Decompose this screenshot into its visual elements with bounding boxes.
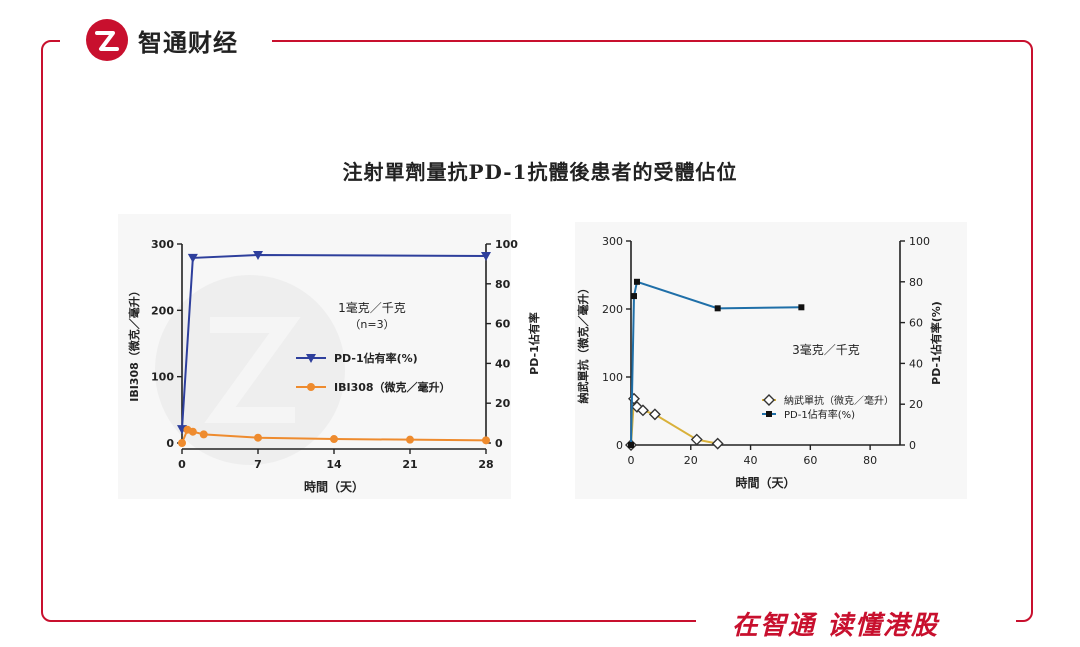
legend-label: PD-1佔有率(%) [784, 408, 855, 421]
x-tick-label: 80 [863, 454, 877, 467]
footer-gap [696, 600, 1016, 640]
legend-label: PD-1佔有率(%) [334, 351, 418, 365]
data-point-0 [648, 408, 661, 421]
brand-name: 智通财经 [138, 28, 238, 57]
legend-marker [766, 411, 772, 417]
right-tick-label: 20 [495, 397, 511, 410]
x-tick-label: 7 [254, 458, 262, 471]
right-tick-label: 0 [909, 439, 916, 452]
footer-slogan: 在智通 读懂港股 [732, 611, 940, 641]
x-tick-label: 28 [478, 458, 493, 471]
x-tick-label: 40 [744, 454, 758, 467]
right-tick-label: 20 [909, 398, 923, 411]
right-tick-label: 60 [909, 317, 923, 330]
data-point-1 [798, 304, 805, 311]
left-tick-label: 0 [616, 439, 623, 452]
y-axis-left-label: 納武單抗（微克／毫升） [576, 283, 590, 404]
data-point-0 [481, 251, 491, 261]
right-tick-label: 100 [909, 235, 930, 248]
left-tick-label: 0 [166, 437, 174, 450]
data-point-1 [199, 430, 208, 439]
x-tick-label: 60 [803, 454, 817, 467]
x-tick-label: 0 [628, 454, 635, 467]
data-point-1 [178, 439, 186, 447]
data-point-1 [628, 442, 634, 448]
data-point-1 [188, 427, 197, 436]
left-tick-label: 200 [602, 303, 623, 316]
legend-marker [306, 354, 316, 363]
legend-label: IBI308（微克／毫升） [334, 380, 451, 394]
right-tick-label: 40 [909, 357, 923, 370]
brand-logo[interactable]: 智通财经 [86, 18, 238, 62]
data-point-0 [711, 437, 724, 450]
y-axis-right-label: PD-1佔有率 [527, 312, 541, 375]
x-tick-label: 0 [178, 458, 186, 471]
right-tick-label: 40 [495, 357, 511, 370]
left-tick-label: 100 [151, 371, 174, 384]
x-tick-label: 20 [684, 454, 698, 467]
data-point-0 [690, 433, 703, 446]
data-point-0 [636, 404, 649, 417]
data-point-1 [330, 435, 338, 444]
right-tick-label: 0 [495, 437, 503, 450]
right-tick-label: 100 [495, 238, 518, 251]
data-point-1 [714, 305, 721, 312]
right-tick-label: 80 [495, 278, 511, 291]
chart-annotation: 1毫克／千克 [338, 300, 406, 315]
data-point-1 [482, 436, 490, 445]
data-point-0 [253, 250, 263, 260]
legend-marker [307, 383, 315, 391]
data-point-1 [406, 435, 414, 444]
x-axis-label: 時間（天） [735, 475, 795, 490]
left-tick-label: 300 [151, 238, 174, 251]
page-frame [41, 40, 1033, 622]
legend-marker [763, 394, 775, 406]
left-tick-label: 200 [151, 304, 174, 317]
series-line-0 [181, 253, 487, 430]
data-point-1 [254, 433, 262, 442]
left-tick-label: 100 [602, 371, 623, 384]
data-point-1 [630, 293, 637, 300]
chart-panel-right [575, 222, 967, 499]
right-tick-label: 80 [909, 276, 923, 289]
x-axis-label: 時間（天） [304, 479, 364, 494]
right-tick-label: 60 [495, 318, 511, 331]
brand-mark-icon [86, 19, 128, 61]
legend-label: 納武單抗（微克／毫升） [784, 394, 894, 407]
chart-annotation-sub: （n=3） [349, 318, 394, 331]
data-point-0 [187, 253, 198, 263]
page-title: 注射單劑量抗PD-1抗體後患者的受體佔位 [342, 160, 738, 184]
y-axis-right-label: PD-1佔有率(%) [929, 301, 943, 385]
y-axis-left-label: IBI308（微克／毫升） [127, 285, 141, 402]
data-point-1 [633, 278, 640, 285]
left-tick-label: 300 [602, 235, 623, 248]
data-point-0 [630, 400, 643, 413]
chart-annotation: 3毫克／千克 [792, 342, 860, 357]
x-tick-label: 14 [326, 458, 342, 471]
x-tick-label: 21 [402, 458, 417, 471]
